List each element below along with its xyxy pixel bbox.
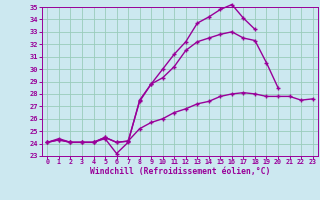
X-axis label: Windchill (Refroidissement éolien,°C): Windchill (Refroidissement éolien,°C) (90, 167, 270, 176)
